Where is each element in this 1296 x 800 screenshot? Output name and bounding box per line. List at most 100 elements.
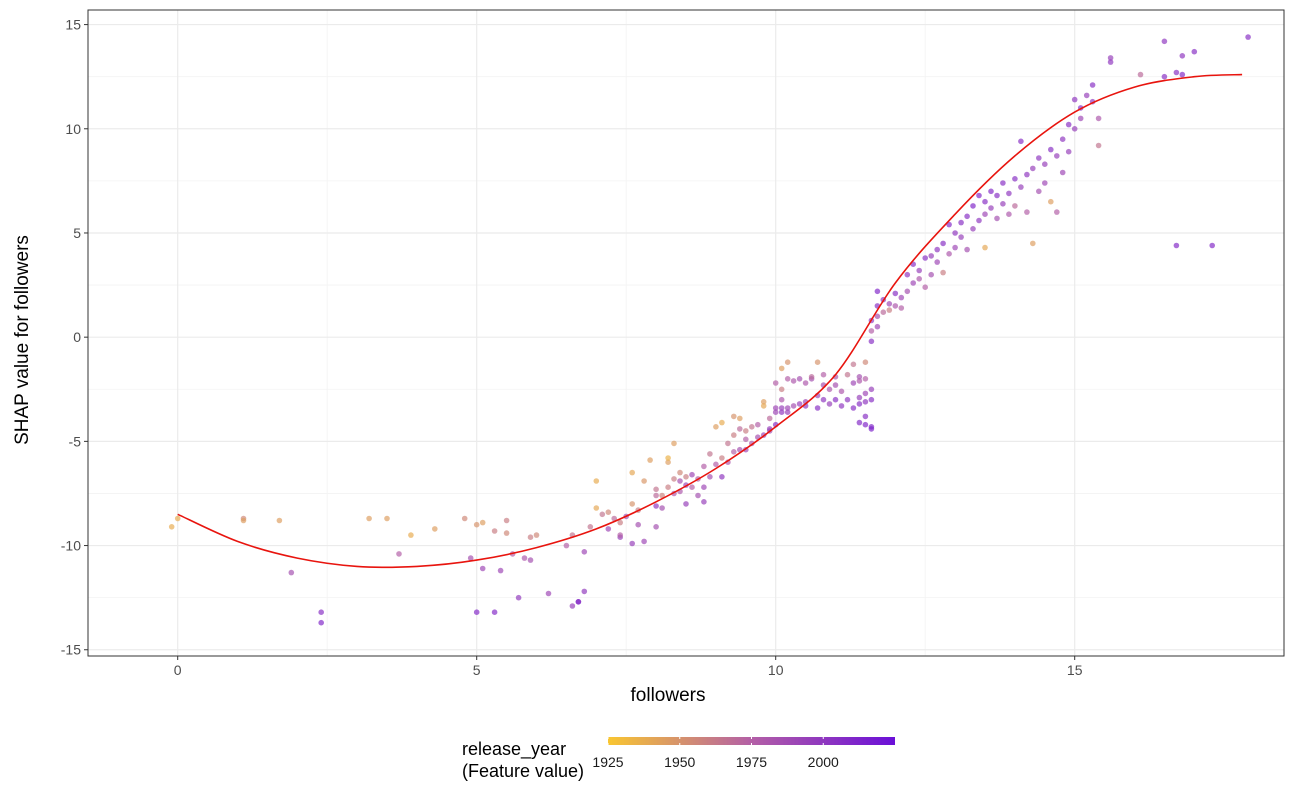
- scatter-point: [784, 376, 791, 382]
- legend-title-line2: (Feature value): [462, 761, 584, 781]
- scatter-point: [1191, 48, 1198, 55]
- scatter-point: [491, 609, 498, 615]
- scatter-point: [856, 401, 863, 407]
- scatter-point: [743, 428, 749, 434]
- scatter-point: [826, 386, 833, 393]
- scatter-point: [503, 517, 510, 524]
- scatter-point: [515, 594, 522, 601]
- scatter-point: [922, 284, 928, 291]
- scatter-point: [802, 380, 809, 386]
- scatter-point: [683, 501, 689, 507]
- scatter-point: [946, 251, 952, 257]
- scatter-point: [856, 419, 863, 426]
- minor-gridlines: [88, 10, 1284, 656]
- scatter-point: [617, 519, 623, 526]
- scatter-point: [1018, 184, 1024, 190]
- scatter-point: [898, 294, 905, 301]
- scatter-point: [880, 309, 887, 316]
- scatter-point: [599, 511, 606, 518]
- scatter-point: [868, 386, 875, 393]
- scatter-point: [862, 376, 869, 382]
- scatter-point: [964, 213, 970, 220]
- scatter-point: [563, 542, 570, 549]
- legend-tick-label: 1925: [592, 754, 623, 770]
- scatter-point: [862, 413, 869, 420]
- scatter-point: [479, 565, 486, 572]
- scatter-point: [695, 492, 701, 499]
- scatter-point: [832, 382, 839, 388]
- scatter-point: [1173, 69, 1180, 76]
- scatter-point: [1024, 171, 1030, 178]
- scatter-point: [910, 280, 916, 286]
- scatter-point: [521, 555, 528, 561]
- scatter-point: [719, 474, 725, 480]
- scatter-point: [778, 396, 785, 403]
- scatter-point: [665, 484, 671, 491]
- scatter-point: [868, 328, 875, 334]
- scatter-point: [1042, 161, 1048, 167]
- scatter-point: [964, 246, 970, 253]
- scatter-point: [707, 474, 713, 480]
- scatter-point: [784, 405, 791, 411]
- scatter-point: [916, 276, 922, 282]
- color-legend: release_year (Feature value) 1925 1950 197…: [462, 737, 895, 781]
- trend-line: [177, 73, 1243, 569]
- scatter-point: [988, 205, 994, 211]
- scatter-point: [778, 405, 785, 411]
- scatter-point: [1173, 242, 1180, 249]
- scatter-point: [868, 426, 875, 432]
- scatter-point: [868, 338, 875, 345]
- scatter-point: [1036, 155, 1042, 161]
- scatter-point: [653, 492, 659, 499]
- scatter-point: [384, 515, 390, 522]
- x-axis-title: followers: [631, 685, 706, 706]
- scatter-point: [844, 371, 851, 378]
- scatter-point: [707, 451, 713, 457]
- scatter-point: [1089, 82, 1096, 88]
- scatter-point: [1012, 203, 1018, 209]
- scatter-point: [545, 590, 552, 597]
- scatter-point: [659, 505, 665, 511]
- scatter-point: [689, 484, 695, 491]
- scatter-point: [892, 303, 899, 309]
- scatter-point: [641, 538, 647, 545]
- scatter-point: [677, 478, 683, 484]
- scatter-point: [1006, 190, 1012, 197]
- scatter-point: [318, 619, 325, 626]
- scatter-point: [1161, 38, 1168, 45]
- scatter-point: [856, 378, 863, 384]
- scatter-point: [916, 267, 922, 274]
- scatter-point: [934, 246, 940, 253]
- scatter-point: [1018, 138, 1024, 145]
- scatter-point: [772, 380, 779, 386]
- scatter-point: [784, 359, 791, 366]
- scatter-point: [1095, 142, 1102, 149]
- scatter-point: [958, 234, 964, 240]
- scatter-point: [168, 524, 175, 530]
- scatter-point: [760, 403, 767, 409]
- scatter-point: [862, 359, 869, 366]
- scatter-point: [862, 421, 869, 428]
- scatter-point: [778, 409, 785, 416]
- scatter-point: [653, 503, 659, 509]
- major-gridlines: [88, 10, 1284, 656]
- scatter-point: [473, 609, 480, 615]
- scatter-point: [473, 521, 480, 528]
- scatter-point: [1006, 211, 1012, 217]
- scatter-point: [653, 486, 659, 493]
- scatter-point: [491, 528, 498, 534]
- scatter-point: [1030, 165, 1036, 172]
- scatter-point: [593, 478, 600, 484]
- scatter-point: [605, 526, 612, 532]
- y-tick-label: -5: [69, 433, 82, 449]
- scatter-point: [868, 396, 875, 403]
- scatter-point: [1209, 242, 1215, 249]
- scatter-point: [1059, 169, 1066, 176]
- scatter-point: [611, 515, 617, 522]
- scatter-point: [743, 436, 749, 443]
- scatter-point: [653, 524, 659, 530]
- scatter-point: [1071, 126, 1078, 132]
- scatter-point: [1179, 53, 1186, 59]
- scatter-point: [1095, 115, 1102, 122]
- scatter-point: [671, 476, 677, 482]
